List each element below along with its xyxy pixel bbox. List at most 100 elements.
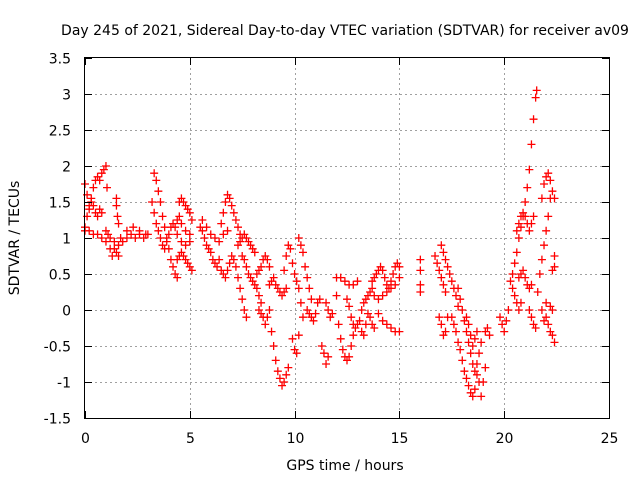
chart-title: Day 245 of 2021, Sidereal Day-to-day VTE…: [61, 23, 629, 39]
data-point: [110, 237, 119, 246]
data-point: [101, 162, 110, 170]
data-point: [307, 313, 316, 322]
data-point: [219, 270, 228, 278]
data-point: [148, 198, 157, 206]
data-point: [252, 284, 261, 293]
data-point: [104, 230, 113, 239]
data-point: [378, 266, 387, 275]
data-point: [242, 262, 251, 271]
data-point: [227, 201, 236, 210]
data-point: [242, 313, 251, 322]
data-point: [175, 212, 184, 221]
data-point: [210, 259, 219, 268]
data-point: [296, 298, 305, 307]
data-point: [89, 201, 98, 210]
data-point: [93, 230, 102, 239]
data-point: [113, 212, 122, 221]
data-point: [504, 306, 513, 314]
data-point: [317, 342, 326, 350]
data-point: [372, 270, 381, 278]
data-point: [122, 226, 131, 235]
data-point: [435, 266, 444, 275]
data-point: [460, 316, 469, 325]
data-point: [475, 349, 484, 358]
data-point: [466, 388, 475, 397]
data-point: [472, 370, 481, 379]
data-point: [512, 248, 521, 257]
data-point: [234, 273, 243, 282]
data-point: [374, 309, 383, 318]
data-point: [395, 327, 404, 336]
data-point: [225, 194, 234, 203]
data-point: [353, 320, 362, 329]
data-point: [217, 219, 226, 228]
x-axis-title: GPS time / hours: [286, 458, 403, 474]
data-point: [514, 234, 523, 242]
data-point: [93, 212, 102, 221]
data-point: [305, 284, 314, 293]
data-point: [349, 280, 358, 289]
data-point: [548, 331, 557, 340]
data-point: [250, 280, 259, 289]
data-point: [481, 363, 490, 372]
data-point: [309, 316, 318, 325]
data-point: [324, 352, 333, 361]
data-point: [441, 255, 450, 264]
data-point: [548, 306, 557, 314]
data-point: [416, 255, 425, 264]
y-tick-label: 1: [62, 232, 71, 248]
data-point: [322, 360, 331, 368]
data-point: [546, 302, 555, 311]
data-point: [527, 313, 536, 322]
data-point: [257, 298, 266, 307]
data-point: [236, 237, 245, 246]
x-tick-label: 0: [81, 431, 90, 447]
data-point: [439, 248, 448, 257]
data-point: [328, 309, 337, 318]
data-point: [345, 352, 354, 361]
data-point: [280, 288, 289, 296]
tick-labels: 0 5 10 15 20 25 -1.5 -1 -0.5 0 0.5 1 1.5 2 2.5 3 3.5: [44, 52, 619, 448]
data-point: [416, 280, 425, 289]
data-point: [173, 216, 182, 224]
data-point: [313, 298, 322, 307]
data-point: [542, 226, 551, 235]
data-point: [141, 230, 150, 239]
data-point: [462, 327, 471, 336]
data-point: [267, 327, 276, 336]
data-point: [263, 313, 272, 322]
data-point: [447, 313, 456, 322]
data-point: [152, 176, 161, 185]
data-point: [179, 252, 188, 260]
data-point: [535, 270, 544, 278]
data-point: [210, 234, 219, 242]
data-point: [238, 295, 247, 304]
data-point: [349, 331, 358, 340]
x-tick-label: 15: [391, 431, 409, 447]
data-point: [292, 277, 301, 286]
data-point: [416, 266, 425, 275]
data-point: [359, 331, 368, 340]
data-point: [202, 223, 211, 232]
data-point: [231, 216, 240, 224]
data-point: [508, 284, 517, 293]
data-point: [273, 367, 282, 376]
data-point: [171, 270, 180, 278]
data-point: [97, 169, 106, 178]
data-point: [173, 255, 182, 264]
data-point: [298, 313, 307, 322]
data-point: [477, 392, 486, 401]
y-tick-label: 0.5: [49, 268, 71, 284]
data-point: [282, 284, 291, 293]
data-point: [177, 194, 186, 203]
data-point: [169, 219, 178, 228]
plot-frame: [84, 57, 610, 419]
data-point: [496, 313, 505, 322]
data-point: [181, 226, 190, 235]
data-point: [187, 216, 196, 224]
data-point: [240, 230, 249, 239]
data-point: [468, 392, 477, 401]
data-point: [550, 338, 559, 347]
data-point: [315, 295, 324, 304]
x-tick-label: 20: [496, 431, 514, 447]
